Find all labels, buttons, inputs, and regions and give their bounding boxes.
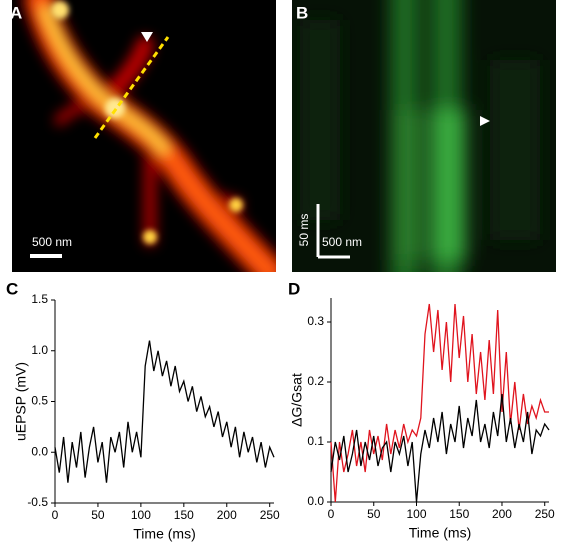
- y-tick-label: 0.5: [31, 394, 48, 408]
- y-tick-label: 1.5: [31, 292, 48, 306]
- y-axis-label: ΔG/Gsat: [289, 373, 305, 427]
- panel-label: A: [10, 3, 22, 22]
- image-a: [12, 0, 276, 272]
- x-tick-label: 250: [260, 508, 280, 522]
- y-tick-label: 0.0: [307, 494, 324, 508]
- trace: [54, 340, 275, 483]
- x-tick-label: 100: [131, 508, 151, 522]
- x-tick-label: 150: [174, 508, 194, 522]
- x-tick-label: 50: [91, 508, 105, 522]
- trace: [330, 393, 550, 503]
- y-tick-label: 0.1: [307, 434, 324, 448]
- x-tick-label: 200: [492, 507, 512, 521]
- x-axis-label: Time (ms): [409, 525, 471, 541]
- scale-bar-label: 500 nm: [32, 235, 72, 249]
- scale-bar-label: 500 nm: [322, 235, 362, 249]
- panel-label: B: [296, 3, 308, 22]
- y-tick-label: 0.3: [307, 314, 324, 328]
- x-tick-label: 0: [52, 508, 59, 522]
- image-b: [292, 0, 556, 272]
- panel-label: C: [6, 279, 18, 298]
- y-axis-label: uEPSP (mV): [13, 362, 29, 441]
- x-tick-label: 100: [406, 507, 426, 521]
- y-tick-label: 1.0: [31, 343, 48, 357]
- x-tick-label: 200: [217, 508, 237, 522]
- x-tick-label: 50: [367, 507, 381, 521]
- x-tick-label: 250: [535, 507, 555, 521]
- y-tick-label: 0.0: [31, 444, 48, 458]
- scale-bar-label: 50 ms: [297, 214, 311, 247]
- y-tick-label: 0.2: [307, 374, 324, 388]
- x-tick-label: 150: [449, 507, 469, 521]
- panel-label: D: [288, 279, 300, 298]
- x-tick-label: 0: [328, 507, 335, 521]
- y-tick-label: -0.5: [27, 495, 48, 509]
- trace: [330, 303, 549, 503]
- x-axis-label: Time (ms): [133, 526, 195, 542]
